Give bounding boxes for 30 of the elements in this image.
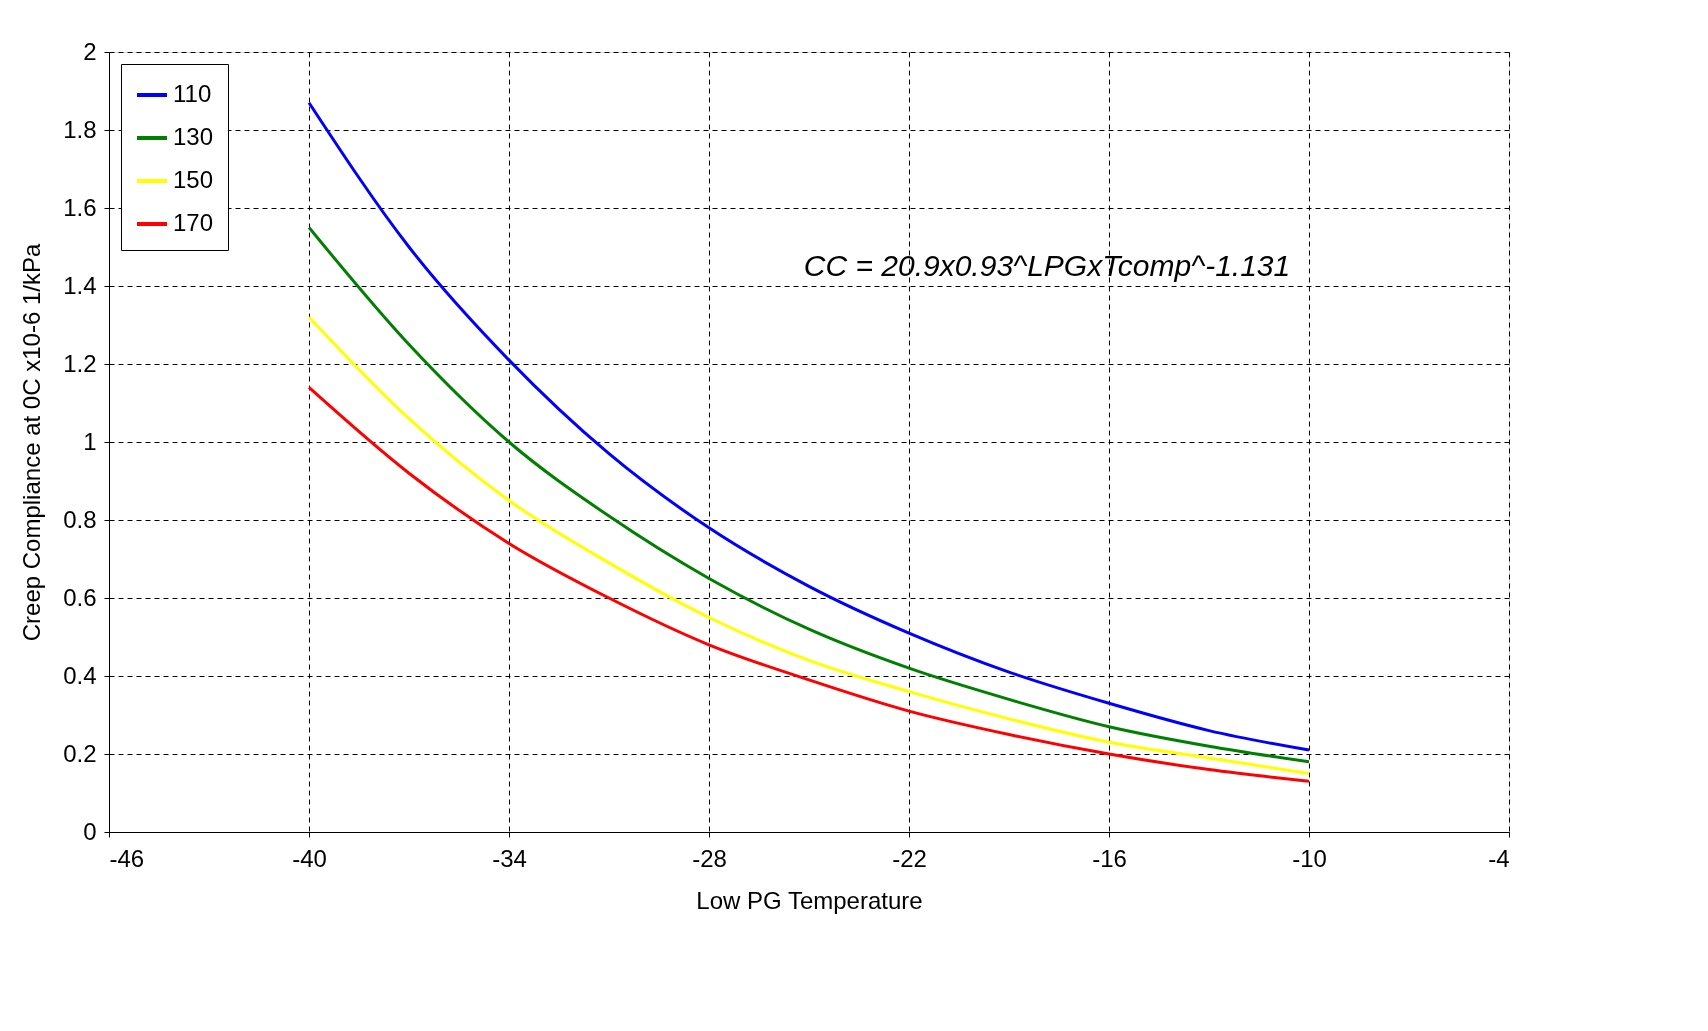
y-tick-label: 0.8	[63, 505, 97, 533]
x-tick-label: -4	[1488, 844, 1510, 872]
x-tick-label: -40	[292, 844, 327, 872]
legend-label: 130	[173, 123, 214, 150]
legend-label: 170	[173, 209, 214, 236]
x-tick-label: -22	[892, 844, 927, 872]
y-tick-label: 1.6	[63, 193, 97, 221]
line-series	[307, 315, 1311, 775]
x-tick-label: -34	[492, 844, 527, 872]
x-axis-title: Low PG Temperature	[696, 886, 923, 914]
y-tick-label: 0.4	[63, 661, 97, 689]
y-tick-label: 0.6	[63, 583, 97, 611]
y-tick-label: 0.2	[63, 739, 97, 767]
line-series	[307, 385, 1311, 783]
y-tick-label: 0	[83, 817, 97, 845]
y-tick-label: 1.8	[63, 115, 97, 143]
x-tick-label: -28	[692, 844, 727, 872]
x-tick-label: -46	[109, 844, 145, 872]
y-tick-label: 1.2	[63, 349, 97, 377]
x-tick-label: -10	[1292, 844, 1327, 872]
x-tick-label: -16	[1092, 844, 1127, 872]
y-tick-label: 1.4	[63, 271, 97, 299]
y-tick-label: 1	[83, 427, 97, 455]
legend-label: 150	[173, 166, 214, 193]
line-series	[307, 101, 1311, 752]
legend-label: 110	[173, 80, 212, 107]
annotation: CC = 20.9x0.93^LPGxTcomp^-1.131	[803, 248, 1291, 282]
y-axis-title: Creep Compliance at 0C x10-6 1/kPa	[18, 243, 46, 642]
y-tick-label: 2	[83, 37, 97, 65]
line-series	[307, 226, 1311, 764]
